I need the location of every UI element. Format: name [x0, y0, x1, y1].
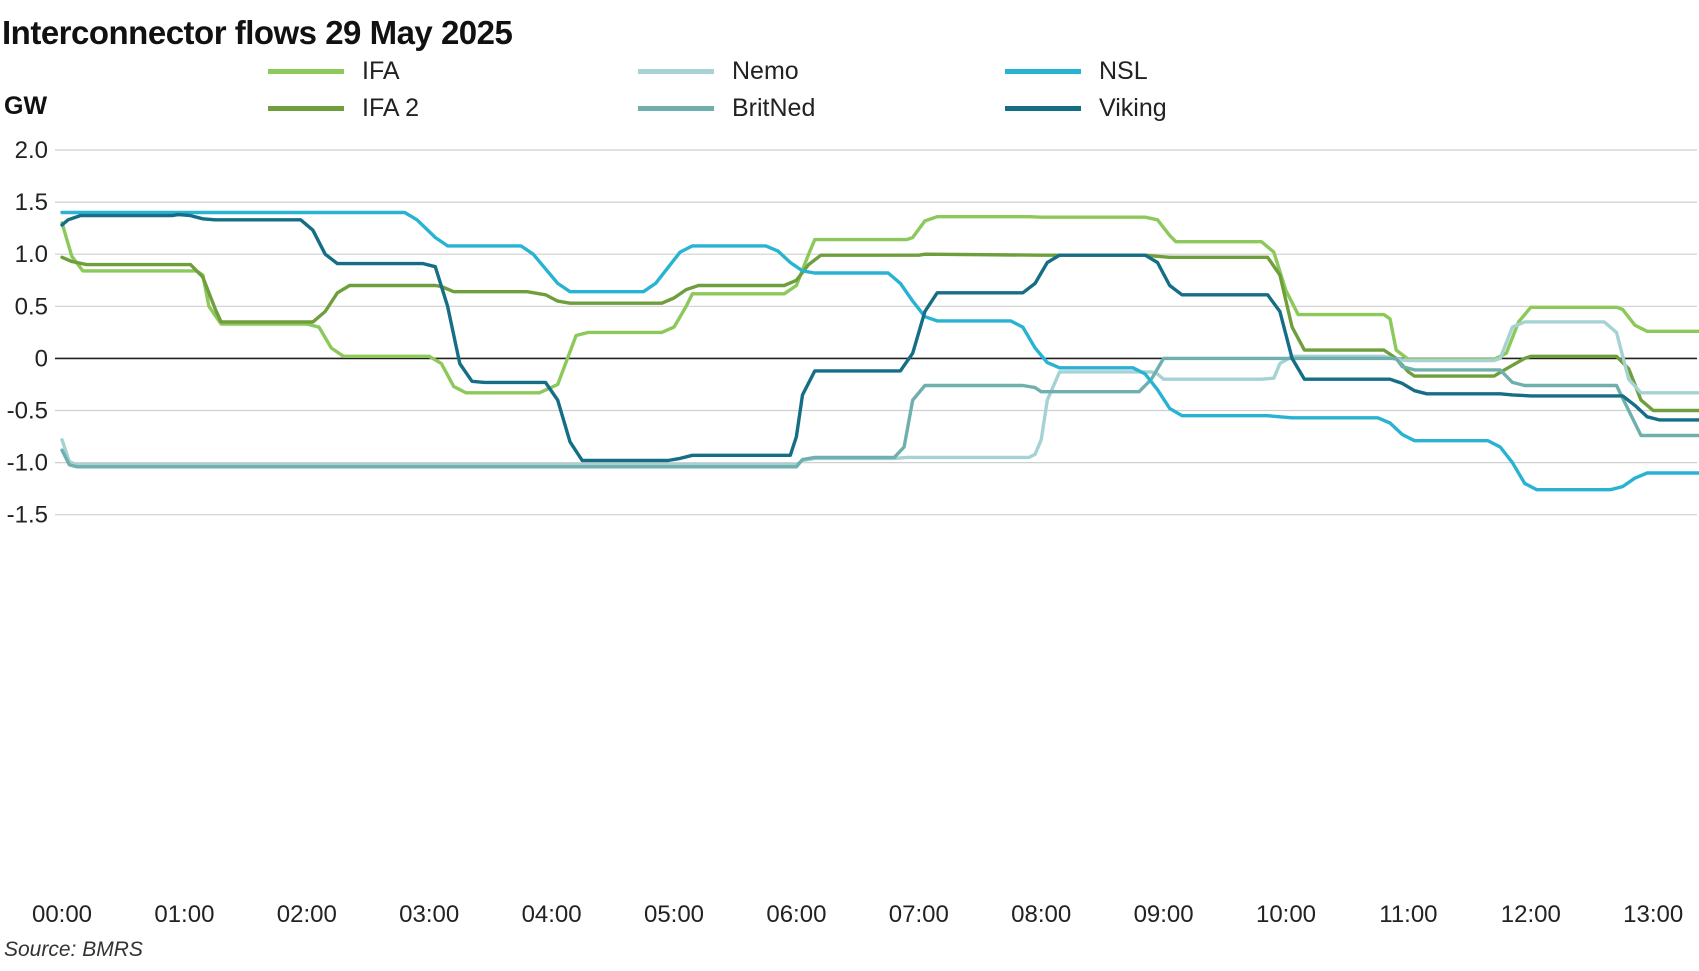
x-tick-label: 07:00 [889, 901, 949, 928]
series-line-nsl [60, 210, 1699, 492]
y-axis-unit-label: GW [4, 92, 48, 120]
y-tick-label: -1.0 [7, 450, 48, 477]
x-tick-label: 02:00 [277, 901, 337, 928]
y-tick-label: 1.0 [15, 241, 48, 268]
grid-lines [55, 149, 1697, 516]
legend-label-nemo: Nemo [732, 56, 799, 85]
legend-swatch-ifa-2 [268, 105, 344, 111]
x-tick-label: 03:00 [399, 901, 459, 928]
x-tick-label: 09:00 [1134, 901, 1194, 928]
x-tick-label: 06:00 [766, 901, 826, 928]
x-axis-tick-labels: 00:00 01:00 02:00 03:00 04:00 05:00 06:00 07:00… [32, 901, 1683, 928]
chart-title: Interconnector flows 29 May 2025 [2, 14, 513, 51]
legend-label-britned: BritNed [732, 93, 816, 122]
x-tick-label: 08:00 [1011, 901, 1071, 928]
series-line-britned [60, 356, 1699, 469]
legend-swatch-nemo [638, 68, 714, 74]
x-tick-label: 13:00 [1623, 901, 1683, 928]
y-tick-label: 0.5 [15, 293, 48, 320]
x-tick-label: 01:00 [154, 901, 214, 928]
legend-item-viking: Viking [1005, 93, 1167, 123]
legend-swatch-britned [638, 105, 714, 111]
legend-item-britned: BritNed [638, 93, 815, 123]
legend-item-nsl: NSL [1005, 56, 1148, 86]
x-tick-label: 04:00 [522, 901, 582, 928]
legend-item-ifa: IFA [268, 56, 400, 86]
series-lines [60, 210, 1699, 492]
x-tick-label: 00:00 [32, 901, 92, 928]
y-axis-tick-labels: 2.0 1.5 1.0 0.5 0 -0.5 -1.0 -1.5 [7, 137, 48, 529]
legend-swatch-ifa [268, 68, 344, 74]
x-tick-label: 12:00 [1501, 901, 1561, 928]
series-line-ifa-2 [60, 252, 1699, 413]
y-tick-label: -0.5 [7, 398, 48, 425]
legend-swatch-viking [1005, 105, 1081, 111]
x-tick-label: 05:00 [644, 901, 704, 928]
legend-swatch-nsl [1005, 68, 1081, 74]
x-tick-label: 11:00 [1379, 901, 1437, 928]
series-line-ifa [60, 215, 1699, 395]
y-tick-label: -1.5 [7, 502, 48, 529]
legend-label-nsl: NSL [1099, 56, 1148, 85]
series-line-viking [60, 212, 1699, 463]
x-tick-label: 10:00 [1256, 901, 1316, 928]
y-tick-label: 0 [35, 345, 48, 372]
y-tick-label: 1.5 [15, 189, 48, 216]
source-note: Source: BMRS [4, 938, 143, 961]
y-tick-label: 2.0 [15, 137, 48, 164]
legend-label-ifa-2: IFA 2 [362, 93, 419, 122]
legend-label-ifa: IFA [362, 56, 400, 85]
legend-item-ifa-2: IFA 2 [268, 93, 419, 123]
legend-label-viking: Viking [1099, 93, 1167, 122]
legend-item-nemo: Nemo [638, 56, 799, 86]
